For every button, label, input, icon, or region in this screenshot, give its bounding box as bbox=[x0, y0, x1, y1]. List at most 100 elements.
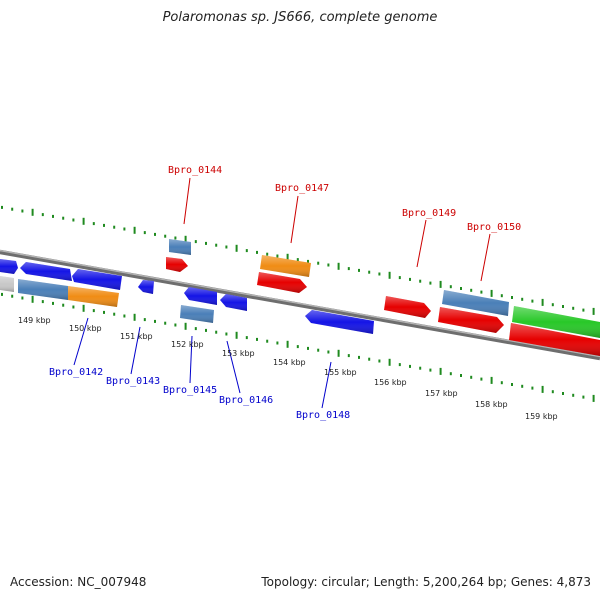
minor-tick bbox=[215, 330, 218, 334]
scale-label: 149 kbp bbox=[18, 316, 51, 325]
minor-tick bbox=[531, 299, 534, 303]
minor-tick bbox=[562, 392, 564, 395]
gene-shading bbox=[384, 296, 431, 318]
minor-tick bbox=[572, 393, 575, 397]
minor-tick bbox=[113, 225, 116, 229]
minor-tick bbox=[143, 318, 146, 322]
major-tick bbox=[31, 208, 34, 216]
gene-label[interactable]: Bpro_0144 bbox=[168, 165, 222, 176]
gene-shading bbox=[260, 255, 311, 277]
gene-label[interactable]: Bpro_0150 bbox=[467, 222, 521, 233]
minor-tick bbox=[123, 314, 126, 318]
forward-gene-labels: Bpro_0144 Bpro_0147 Bpro_0149 Bpro_0150 bbox=[168, 165, 521, 233]
reverse-gene-labels: Bpro_0142 Bpro_0143 Bpro_0145 Bpro_0146 … bbox=[49, 367, 350, 421]
minor-tick bbox=[307, 259, 309, 263]
gene-shading bbox=[305, 310, 374, 334]
minor-tick bbox=[205, 241, 207, 245]
major-tick bbox=[490, 289, 493, 297]
major-tick bbox=[337, 349, 340, 357]
scale-label: 156 kbp bbox=[374, 378, 407, 387]
minor-tick bbox=[449, 285, 452, 289]
genome-backbone-highlight bbox=[0, 249, 600, 358]
scale-label: 150 kbp bbox=[69, 324, 102, 333]
minor-tick bbox=[266, 339, 269, 343]
minor-tick bbox=[103, 310, 105, 314]
gene-label[interactable]: Bpro_0145 bbox=[163, 385, 217, 396]
minor-tick bbox=[307, 346, 309, 350]
gene-shading bbox=[0, 259, 18, 274]
minor-tick bbox=[62, 216, 65, 220]
map-title: Polaromonas sp. JS666, complete genome bbox=[162, 10, 438, 25]
major-tick bbox=[388, 358, 391, 366]
minor-tick bbox=[409, 364, 411, 368]
minor-tick bbox=[276, 254, 279, 258]
minor-tick bbox=[470, 375, 473, 379]
major-tick bbox=[490, 376, 493, 384]
gene-label[interactable]: Bpro_0143 bbox=[106, 376, 160, 387]
gene-shading bbox=[20, 262, 72, 281]
reverse-leader-lines bbox=[73, 317, 332, 409]
scale-labels: 149 kbp 150 kbp 151 kbp 152 kbp 153 kbp … bbox=[18, 316, 558, 421]
minor-tick bbox=[225, 332, 228, 336]
minor-tick bbox=[429, 281, 432, 285]
gene-label[interactable]: Bpro_0149 bbox=[402, 208, 456, 219]
gene-shading bbox=[438, 307, 504, 333]
minor-tick bbox=[582, 395, 585, 399]
minor-tick bbox=[317, 348, 320, 352]
major-tick bbox=[82, 217, 85, 225]
gene-shading bbox=[220, 294, 247, 311]
scale-label: 159 kbp bbox=[525, 412, 558, 421]
major-tick bbox=[235, 331, 238, 339]
gene-shading bbox=[442, 290, 509, 316]
gene-shading bbox=[72, 269, 122, 290]
leader-line bbox=[189, 335, 193, 384]
minor-tick bbox=[103, 223, 105, 227]
gene-shading bbox=[512, 306, 600, 338]
gene-label[interactable]: Bpro_0147 bbox=[275, 183, 329, 194]
minor-tick bbox=[551, 303, 554, 307]
major-tick bbox=[439, 367, 442, 375]
major-tick bbox=[184, 235, 187, 243]
minor-tick bbox=[480, 290, 483, 294]
minor-tick bbox=[174, 236, 177, 240]
gene-label[interactable]: Bpro_0142 bbox=[49, 367, 103, 378]
major-tick bbox=[184, 322, 187, 330]
minor-tick bbox=[194, 327, 197, 331]
minor-tick bbox=[460, 287, 462, 290]
minor-tick bbox=[551, 390, 554, 394]
minor-tick bbox=[419, 279, 422, 283]
gene-label[interactable]: Bpro_0148 bbox=[296, 410, 350, 421]
leader-line bbox=[321, 361, 332, 409]
genome-backbone bbox=[0, 249, 600, 361]
scale-label: 154 kbp bbox=[273, 358, 306, 367]
minor-tick bbox=[500, 381, 503, 385]
major-tick bbox=[541, 298, 544, 306]
major-tick bbox=[541, 385, 544, 393]
minor-tick bbox=[256, 250, 258, 254]
minor-tick bbox=[225, 245, 228, 249]
minor-tick bbox=[72, 218, 75, 222]
minor-tick bbox=[113, 312, 116, 316]
major-tick bbox=[337, 262, 340, 270]
minor-tick bbox=[460, 374, 462, 377]
gene-shading bbox=[138, 280, 154, 294]
minor-tick bbox=[72, 305, 75, 309]
minor-tick bbox=[194, 240, 197, 244]
minor-tick bbox=[358, 355, 360, 359]
minor-tick bbox=[62, 303, 65, 307]
minor-tick bbox=[1, 292, 3, 296]
minor-tick bbox=[419, 366, 422, 370]
major-tick bbox=[133, 313, 136, 321]
minor-tick bbox=[143, 231, 146, 235]
major-tick bbox=[388, 271, 391, 279]
gene-shading bbox=[68, 286, 119, 307]
minor-tick bbox=[347, 267, 350, 271]
minor-tick bbox=[511, 383, 513, 386]
major-tick bbox=[235, 244, 238, 252]
gene-label[interactable]: Bpro_0146 bbox=[219, 395, 273, 406]
topology-text: Topology: circular; Length: 5,200,264 bp… bbox=[261, 575, 591, 589]
minor-tick bbox=[409, 277, 411, 281]
minor-tick bbox=[480, 377, 483, 381]
minor-tick bbox=[1, 205, 3, 209]
minor-tick bbox=[41, 213, 44, 217]
